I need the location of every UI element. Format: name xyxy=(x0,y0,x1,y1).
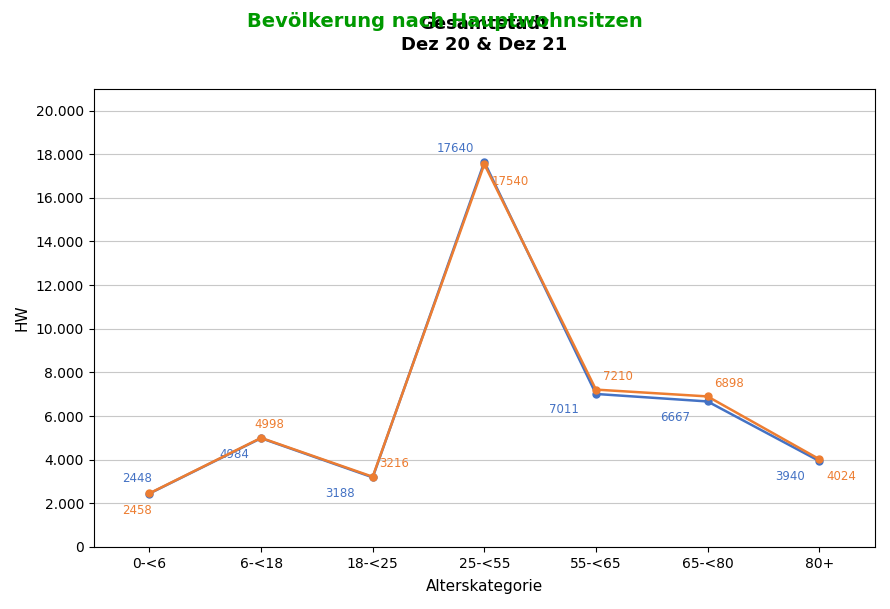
Text: Bevölkerung nach Hauptwohnsitzen: Bevölkerung nach Hauptwohnsitzen xyxy=(247,12,643,31)
Text: 7011: 7011 xyxy=(549,403,578,417)
Text: 4984: 4984 xyxy=(220,448,249,460)
Text: 6667: 6667 xyxy=(660,411,691,424)
Dez 20 xyxy=(813,457,824,465)
Dez 21 xyxy=(813,456,824,463)
Dez 20 xyxy=(144,490,155,497)
Dez 21 xyxy=(702,393,713,400)
Y-axis label: HW: HW xyxy=(15,304,30,331)
Text: 4998: 4998 xyxy=(255,418,284,431)
Dez 20 xyxy=(591,390,602,398)
Text: 7210: 7210 xyxy=(603,370,633,383)
Line: Dez 21: Dez 21 xyxy=(146,161,822,497)
Text: 17540: 17540 xyxy=(491,175,529,188)
Dez 20 xyxy=(479,158,490,166)
Text: 2458: 2458 xyxy=(122,504,151,517)
Dez 21 xyxy=(368,473,378,481)
Text: 4024: 4024 xyxy=(826,470,856,483)
X-axis label: Alterskategorie: Alterskategorie xyxy=(425,579,543,594)
Text: 3940: 3940 xyxy=(775,470,805,484)
Text: 3216: 3216 xyxy=(380,457,409,470)
Text: 17640: 17640 xyxy=(437,143,474,155)
Text: 3188: 3188 xyxy=(326,487,355,500)
Text: 2448: 2448 xyxy=(122,473,151,485)
Dez 21 xyxy=(255,434,266,442)
Text: 6898: 6898 xyxy=(715,377,744,390)
Dez 20 xyxy=(368,474,378,481)
Dez 20 xyxy=(255,435,266,442)
Dez 21 xyxy=(144,490,155,497)
Dez 20 xyxy=(702,398,713,405)
Dez 21 xyxy=(479,161,490,168)
Line: Dez 20: Dez 20 xyxy=(146,158,822,497)
Title: Gesamtstadt
Dez 20 & Dez 21: Gesamtstadt Dez 20 & Dez 21 xyxy=(401,15,568,54)
Dez 21 xyxy=(591,386,602,393)
